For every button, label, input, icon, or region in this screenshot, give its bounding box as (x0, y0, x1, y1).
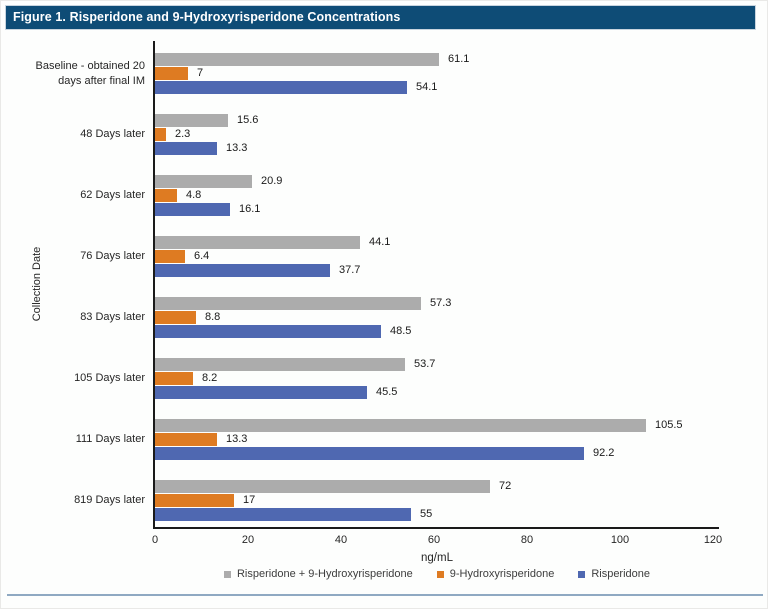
legend-label: Risperidone + 9-Hydroxyrisperidone (236, 568, 413, 580)
legend-swatch-icon (578, 570, 586, 578)
bar (155, 297, 421, 310)
bar-value-label: 54.1 (416, 81, 438, 93)
bar (155, 236, 360, 249)
legend-item: 9-Hydroxyrisperidone (436, 568, 555, 580)
chart-legend: Risperidone + 9-Hydroxyrisperidone 9-Hydr… (155, 568, 719, 580)
bar (155, 264, 330, 277)
bar (155, 114, 228, 127)
category-label: Baseline - obtained 20 days after final … (35, 59, 145, 87)
bar-value-label: 17 (243, 494, 256, 506)
bar (155, 203, 230, 216)
x-axis-line (153, 527, 719, 529)
bar (155, 447, 584, 460)
bar (155, 311, 196, 324)
bar-value-label: 13.3 (226, 142, 248, 154)
bar-value-label: 8.2 (202, 372, 218, 384)
category-label: 111 Days later (75, 433, 145, 445)
x-tick-label: 80 (520, 534, 534, 546)
category-label: 62 Days later (80, 189, 145, 201)
bar-value-label: 8.8 (205, 311, 221, 323)
bar-value-label: 72 (499, 480, 512, 492)
bar (155, 53, 439, 66)
legend-swatch-icon (223, 570, 231, 578)
bar-value-label: 2.3 (175, 128, 191, 140)
legend-label: Risperidone (591, 568, 651, 580)
x-tick-label: 100 (610, 534, 630, 546)
bar (155, 480, 490, 493)
bar (155, 250, 185, 263)
bar-value-label: 15.6 (237, 114, 259, 126)
figure-title: Figure 1. Risperidone and 9-Hydroxyrispe… (5, 5, 756, 30)
bar-value-label: 45.5 (376, 386, 398, 398)
bar (155, 128, 166, 141)
bar (155, 433, 217, 446)
bar-value-label: 53.7 (414, 358, 436, 370)
bar (155, 142, 217, 155)
bar-value-label: 61.1 (448, 53, 470, 65)
x-tick-label: 0 (151, 534, 159, 546)
bar (155, 508, 411, 521)
legend-swatch-icon (436, 570, 444, 578)
bar (155, 358, 405, 371)
category-label: 76 Days later (80, 250, 145, 262)
bar-value-label: 57.3 (430, 297, 452, 309)
bar-value-label: 16.1 (239, 203, 261, 215)
bottom-divider (7, 594, 763, 596)
bar-value-label: 13.3 (226, 433, 248, 445)
legend-item: Risperidone + 9-Hydroxyrisperidone (223, 568, 413, 580)
bar (155, 189, 177, 202)
bar-value-label: 92.2 (593, 447, 615, 459)
x-tick-label: 40 (334, 534, 348, 546)
bar-value-label: 37.7 (339, 264, 361, 276)
bar-value-label: 105.5 (655, 419, 683, 431)
x-tick-label: 120 (703, 534, 723, 546)
bar (155, 372, 193, 385)
category-label: 83 Days later (80, 311, 145, 323)
bar (155, 175, 252, 188)
x-tick-label: 60 (427, 534, 441, 546)
bar (155, 81, 407, 94)
bar (155, 386, 367, 399)
bar (155, 494, 234, 507)
bar-value-label: 55 (420, 508, 433, 520)
bar (155, 325, 381, 338)
bar-value-label: 44.1 (369, 236, 391, 248)
bar-value-label: 7 (197, 67, 204, 79)
category-label: 48 Days later (80, 128, 145, 140)
legend-label: 9-Hydroxyrisperidone (449, 568, 555, 580)
bar-value-label: 6.4 (194, 250, 210, 262)
y-axis-line (153, 41, 155, 529)
bar-value-label: 4.8 (186, 189, 202, 201)
bar-value-label: 20.9 (261, 175, 283, 187)
x-axis-title: ng/mL (421, 552, 453, 564)
legend-item: Risperidone (578, 568, 650, 580)
x-tick-label: 20 (241, 534, 255, 546)
category-label: 819 Days later (74, 494, 145, 506)
bar (155, 67, 188, 80)
category-label: 105 Days later (74, 372, 145, 384)
bar (155, 419, 646, 432)
bar-value-label: 48.5 (390, 325, 412, 337)
